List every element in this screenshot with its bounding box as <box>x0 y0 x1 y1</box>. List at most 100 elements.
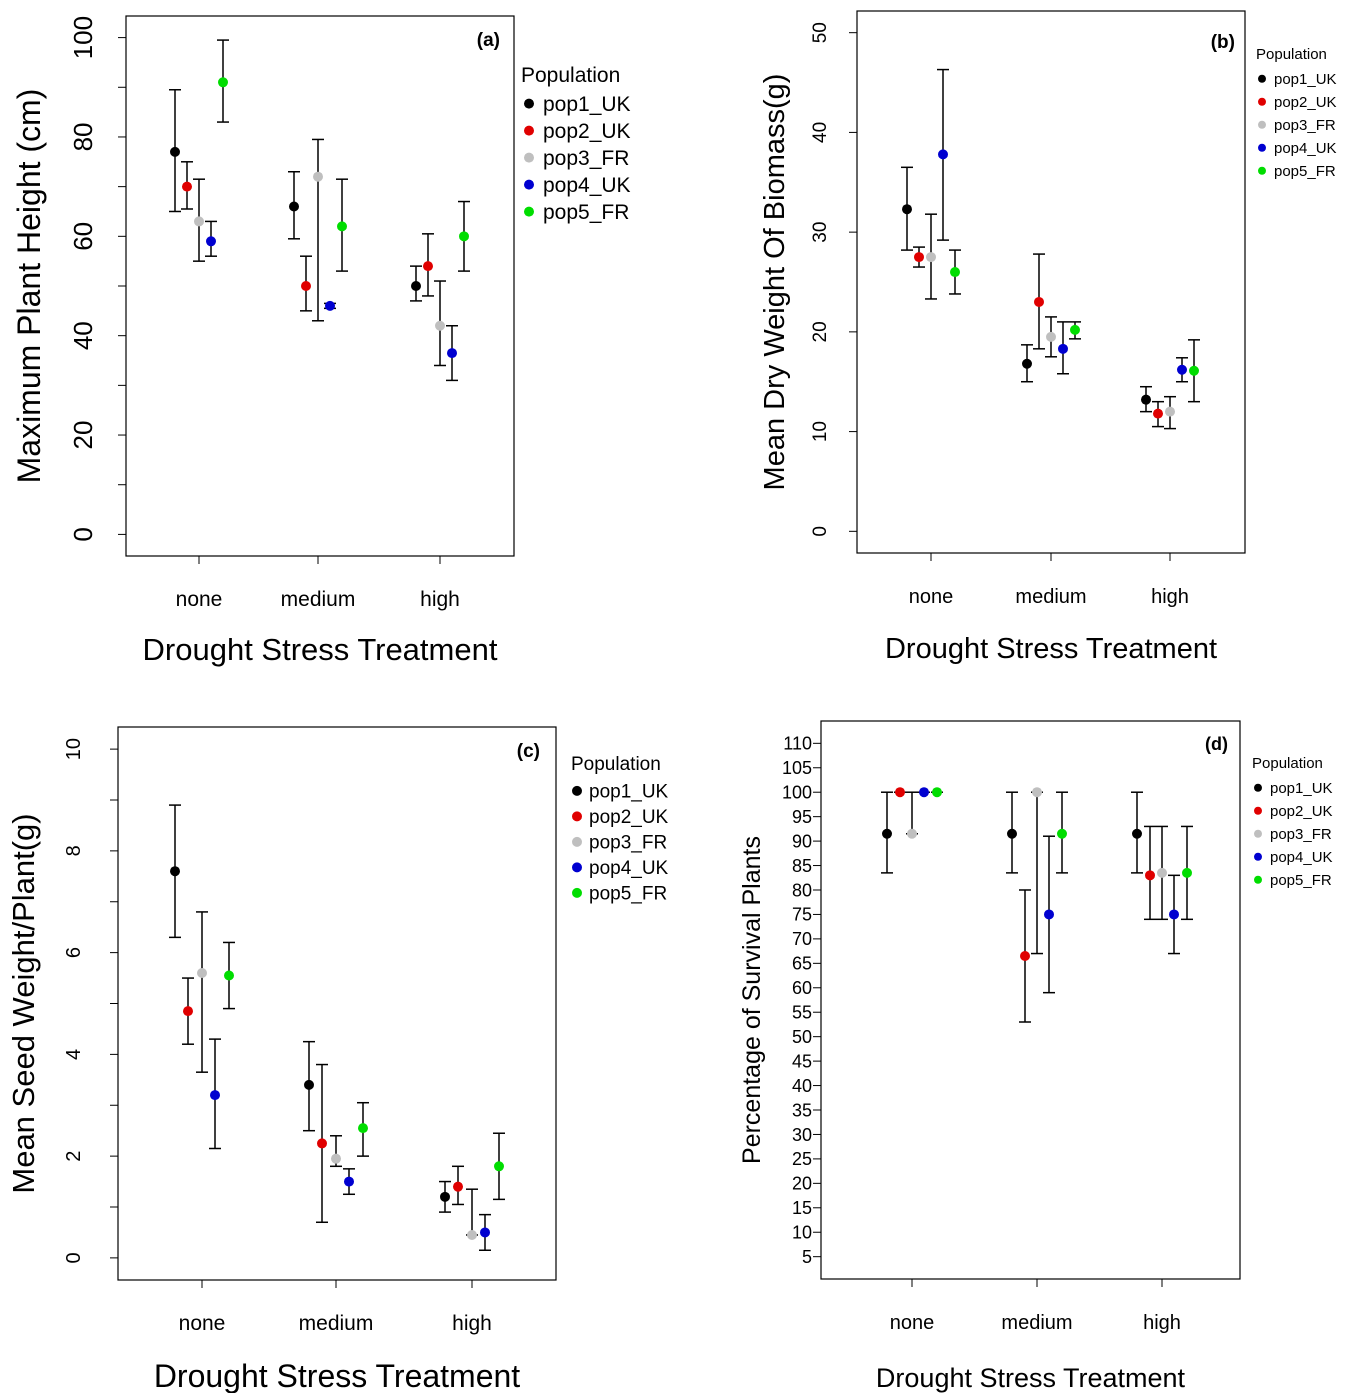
data-point-pop3_FR <box>331 1153 341 1164</box>
y-tick-label: 60 <box>792 978 812 998</box>
y-tick-label: 40 <box>792 1076 812 1096</box>
x-tick-label: high <box>1143 1312 1181 1334</box>
data-point-pop4_UK <box>919 787 929 798</box>
data-point-pop3_FR <box>907 828 917 839</box>
data-point-pop3_FR <box>1157 867 1167 878</box>
data-point-pop4_UK <box>1177 364 1187 375</box>
legend-entry: pop5_FR <box>1274 163 1336 180</box>
y-tick-label: 85 <box>792 856 812 876</box>
legend-entry: pop5_FR <box>589 884 667 905</box>
legend-marker <box>524 152 534 163</box>
data-point-pop1_UK <box>304 1079 314 1090</box>
y-tick-label: 110 <box>783 734 812 754</box>
y-tick-label: 6 <box>63 947 85 958</box>
data-point-pop5_FR <box>1057 828 1067 839</box>
y-tick-label: 45 <box>792 1051 812 1071</box>
y-tick-label: 10 <box>810 421 831 442</box>
legend-entry: pop3_FR <box>1274 117 1336 134</box>
legend-entry: pop1_UK <box>1274 71 1337 88</box>
data-point-pop4_UK <box>480 1227 490 1238</box>
y-tick-label: 15 <box>792 1198 812 1218</box>
x-tick-label: none <box>179 1312 226 1335</box>
data-point-pop4_UK <box>447 348 457 359</box>
data-point-pop1_UK <box>1022 358 1032 369</box>
data-point-pop1_UK <box>1007 828 1017 839</box>
legend: Population pop1_UK pop2_UK pop3_FR pop4_UKpo… <box>1252 755 1333 889</box>
legend-entry: pop1_UK <box>589 782 669 803</box>
legend-entry: pop2_UK <box>1274 94 1337 111</box>
data-point-pop1_UK <box>1141 394 1151 405</box>
y-tick-label: 10 <box>792 1223 812 1243</box>
y-tick-label: 50 <box>810 22 831 43</box>
legend-marker <box>572 785 582 796</box>
data-point-pop4_UK <box>344 1176 354 1187</box>
y-axis-title: Percentage of Survival Plants <box>738 836 766 1164</box>
data-point-pop5_FR <box>224 970 234 981</box>
data-point-pop2_UK <box>895 787 905 798</box>
y-tick-label: 20 <box>68 421 98 450</box>
data-point-pop4_UK <box>1058 343 1068 354</box>
data-point-pop2_UK <box>1145 870 1155 881</box>
chart-panel-b: 0 10 20 30 40 50 none medium high Mean Dry Weight… <box>759 10 1337 665</box>
legend-marker <box>524 125 534 136</box>
x-tick-label: medium <box>1015 586 1086 608</box>
data-point-pop1_UK <box>882 828 892 839</box>
data-point-pop3_FR <box>194 216 204 227</box>
legend-title: Population <box>1252 755 1323 772</box>
legend-entry: pop4_UK <box>589 858 669 879</box>
panel-label: (b) <box>1211 32 1235 53</box>
data-point-pop3_FR <box>435 320 445 331</box>
data-point-pop5_FR <box>932 787 942 798</box>
y-tick-label: 95 <box>792 807 812 827</box>
plot-frame <box>820 720 1241 1280</box>
y-tick-label: 80 <box>792 880 812 900</box>
legend-marker <box>572 862 582 873</box>
legend-marker <box>524 206 534 217</box>
y-tick-label: 40 <box>68 321 98 350</box>
legend: Population pop1_UK pop2_UK pop3_FR pop4_UKpo… <box>571 754 669 905</box>
legend-entry: pop2_UK <box>543 120 631 143</box>
y-tick-label: 35 <box>792 1100 812 1120</box>
data-point-pop2_UK <box>1034 296 1044 307</box>
y-tick-label: 5 <box>802 1247 812 1267</box>
y-tick-label: 25 <box>792 1149 812 1169</box>
data-point-pop1_UK <box>289 201 299 212</box>
legend-entry: pop3_FR <box>543 147 629 170</box>
legend-marker <box>1258 143 1266 152</box>
y-tick-label: 2 <box>63 1151 85 1162</box>
legend-marker <box>572 836 582 847</box>
data-point-pop4_UK <box>210 1090 220 1101</box>
legend-entry: pop1_UK <box>543 93 631 116</box>
y-axis-title: Mean Dry Weight Of Biomass(g) <box>759 74 791 491</box>
legend-marker <box>572 887 582 898</box>
legend-marker <box>1258 74 1266 83</box>
legend-title: Population <box>521 64 620 87</box>
x-axis-title: Drought Stress Treatment <box>154 1358 520 1393</box>
panel-label: (a) <box>477 30 500 51</box>
legend-marker <box>1254 875 1262 884</box>
data-point-pop4_UK <box>938 149 948 160</box>
x-tick-label: medium <box>281 588 356 611</box>
y-tick-label: 0 <box>810 526 831 537</box>
data-point-pop3_FR <box>313 171 323 182</box>
y-tick-label: 40 <box>810 122 831 143</box>
plot-frame <box>117 726 557 1281</box>
y-tick-label: 105 <box>782 758 812 778</box>
legend-marker <box>572 811 582 822</box>
data-point-pop2_UK <box>914 252 924 263</box>
y-tick-label: 30 <box>792 1125 812 1145</box>
x-tick-label: medium <box>1001 1312 1072 1334</box>
legend-entry: pop5_FR <box>543 201 629 224</box>
data-point-pop3_FR <box>926 252 936 263</box>
data-point-pop1_UK <box>440 1191 450 1202</box>
y-tick-label: 60 <box>68 222 98 251</box>
legend-entry: pop4_UK <box>1270 849 1333 866</box>
x-tick-label: none <box>176 588 223 611</box>
legend-entry: pop1_UK <box>1270 780 1333 797</box>
x-tick-label: high <box>420 588 460 611</box>
data-point-pop4_UK <box>325 300 335 311</box>
data-point-pop1_UK <box>902 204 912 215</box>
legend-entry: pop2_UK <box>1270 803 1333 820</box>
panel-label: (c) <box>517 741 540 762</box>
